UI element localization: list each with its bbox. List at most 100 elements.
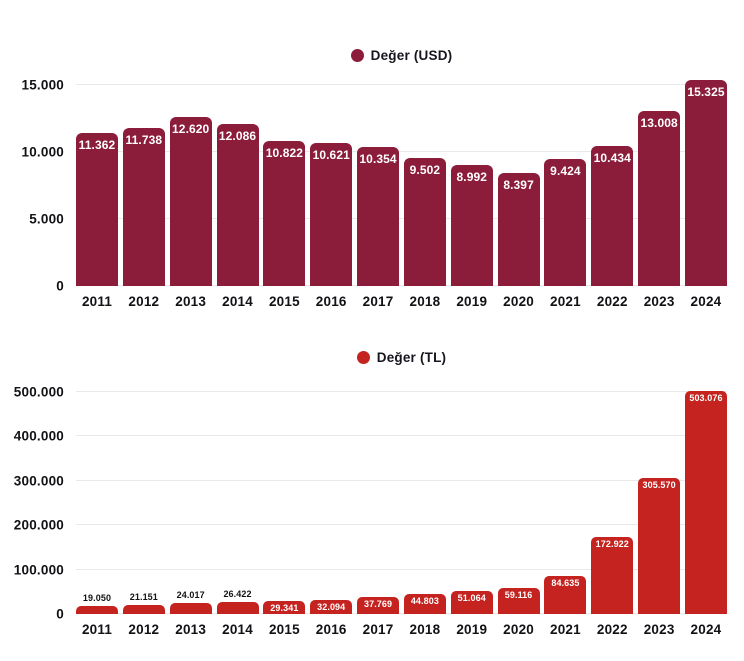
x-axis-year-label: 2014 bbox=[222, 622, 253, 637]
bar-value-label: 24.017 bbox=[176, 590, 205, 601]
x-axis-year-label: 2024 bbox=[690, 622, 722, 637]
bar-value-label: 10.822 bbox=[265, 145, 304, 160]
bar-2013: 12.620 bbox=[169, 116, 212, 286]
bar-value-label: 12.086 bbox=[218, 128, 257, 143]
x-axis-year-label: 2013 bbox=[175, 622, 207, 637]
x-axis-year-label: 2015 bbox=[268, 622, 300, 637]
bar-2022: 172.922 bbox=[591, 537, 634, 614]
bar-value-label: 84.635 bbox=[551, 578, 580, 589]
plot-area-tl: 19.050 21.151 24.017 26.422 29.341 32.094 37.7… bbox=[76, 380, 727, 614]
legend-tl: Değer (TL) bbox=[76, 348, 727, 366]
x-axis-year-label: 2014 bbox=[222, 294, 253, 309]
bar-value-label: 19.050 bbox=[82, 592, 112, 603]
gridline bbox=[76, 285, 727, 286]
gridline bbox=[76, 613, 727, 614]
y-axis-tick-label: 400.000 bbox=[13, 428, 64, 444]
bar-2012: 21.151 bbox=[122, 592, 165, 614]
bar-2016: 32.094 bbox=[310, 599, 353, 614]
bar-2019: 51.064 bbox=[450, 591, 493, 614]
x-axis-year-label: 2017 bbox=[362, 294, 394, 309]
bar-2013: 24.017 bbox=[169, 590, 212, 614]
y-axis-tick-label: 0 bbox=[56, 606, 64, 622]
bar-2011: 11.362 bbox=[76, 133, 118, 286]
y-axis-tick-label: 0 bbox=[56, 278, 64, 294]
x-axis-year-label: 2022 bbox=[596, 294, 628, 309]
y-axis-tick-label: 10.000 bbox=[21, 144, 64, 160]
x-axis-year-label: 2015 bbox=[268, 294, 300, 309]
x-axis-year-label: 2024 bbox=[690, 294, 722, 309]
x-axis-tl: 2011 2012 2013 2014 2015 2016 2017 2018 2019 2020… bbox=[76, 622, 727, 640]
bar-value-label: 9.502 bbox=[409, 163, 441, 178]
x-axis-year-label: 2020 bbox=[503, 622, 535, 637]
bar-2020: 8.397 bbox=[497, 173, 540, 286]
legend-label-tl: Değer (TL) bbox=[376, 349, 447, 365]
x-axis-year-label: 2016 bbox=[315, 294, 347, 309]
bar-value-label: 10.354 bbox=[359, 151, 397, 166]
bar-2017: 10.354 bbox=[357, 146, 400, 286]
bars: 19.050 21.151 24.017 26.422 29.341 32.094 37.7… bbox=[76, 380, 727, 614]
bar-value-label: 8.397 bbox=[503, 178, 534, 193]
bar-2021: 84.635 bbox=[544, 576, 587, 614]
legend-label-usd: Değer (USD) bbox=[370, 47, 453, 63]
bar-value-label: 13.008 bbox=[640, 116, 678, 131]
bar-value-label: 503.076 bbox=[689, 392, 723, 403]
plot-row-tl: 500.000 400.000 300.000 200.000 100.000 0 19.… bbox=[0, 380, 744, 622]
bar-value-label: 59.116 bbox=[504, 589, 533, 600]
bars: 11.362 11.738 12.620 12.086 10.822 10.621 10.3… bbox=[76, 78, 727, 286]
bar-value-label: 51.064 bbox=[457, 593, 486, 604]
bar-value-label: 21.151 bbox=[129, 591, 158, 602]
gridline bbox=[76, 479, 727, 481]
bar-value-label: 29.341 bbox=[270, 603, 299, 613]
bar-2014: 12.086 bbox=[216, 123, 259, 286]
x-axis-year-label: 2019 bbox=[456, 294, 488, 309]
y-axis-tick-label: 100.000 bbox=[13, 562, 64, 578]
y-axis-tl: 500.000 400.000 300.000 200.000 100.000 0 bbox=[0, 380, 64, 622]
x-axis-year-label: 2012 bbox=[128, 294, 160, 309]
x-axis-year-label: 2013 bbox=[175, 294, 207, 309]
x-axis-year-label: 2012 bbox=[128, 622, 160, 637]
x-axis-year-label: 2011 bbox=[81, 622, 113, 637]
legend-dot-usd-icon bbox=[350, 48, 364, 62]
bar-value-label: 9.424 bbox=[550, 164, 581, 179]
plot-area-usd: 11.362 11.738 12.620 12.086 10.822 10.621 10.3… bbox=[76, 78, 727, 286]
y-axis-tick-label: 500.000 bbox=[13, 384, 64, 400]
bar-value-label: 15.325 bbox=[687, 85, 725, 100]
y-axis-tick-label: 5.000 bbox=[29, 211, 64, 227]
bar-2018: 9.502 bbox=[403, 158, 446, 286]
gridline bbox=[76, 83, 727, 85]
bar-2015: 10.822 bbox=[263, 140, 306, 286]
x-axis-year-label: 2011 bbox=[81, 294, 113, 309]
x-axis-year-label: 2023 bbox=[643, 622, 675, 637]
bar-2015: 29.341 bbox=[263, 601, 306, 614]
bar-2023: 13.008 bbox=[638, 111, 681, 286]
y-axis-tick-label: 300.000 bbox=[13, 473, 64, 489]
bar-2018: 44.803 bbox=[403, 594, 446, 614]
x-axis-year-label: 2019 bbox=[456, 622, 488, 637]
bar-2017: 37.769 bbox=[357, 597, 400, 614]
bar-2014: 26.422 bbox=[216, 589, 259, 614]
bar-value-label: 26.422 bbox=[223, 589, 252, 600]
x-axis-year-label: 2018 bbox=[409, 622, 441, 637]
chart-usd: Değer (USD) 15.000 10.000 5.000 0 11.362 11.… bbox=[0, 0, 744, 312]
bar-value-label: 37.769 bbox=[363, 599, 393, 610]
bar-2024: 15.325 bbox=[684, 80, 727, 286]
legend-usd: Değer (USD) bbox=[76, 46, 727, 64]
gridline bbox=[76, 391, 727, 392]
gridline bbox=[76, 217, 727, 219]
bar-value-label: 10.434 bbox=[593, 150, 631, 165]
y-axis-usd: 15.000 10.000 5.000 0 bbox=[0, 77, 64, 294]
bar-2019: 8.992 bbox=[450, 165, 493, 286]
bar-value-label: 10.621 bbox=[312, 148, 350, 163]
x-axis-year-label: 2021 bbox=[550, 622, 581, 637]
y-axis-tick-label: 200.000 bbox=[13, 517, 64, 533]
bar-2022: 10.434 bbox=[591, 145, 634, 286]
x-axis-year-label: 2020 bbox=[503, 294, 535, 309]
x-axis-usd: 2011 2012 2013 2014 2015 2016 2017 2018 2019 2020… bbox=[76, 294, 727, 312]
legend-dot-tl-icon bbox=[356, 350, 370, 364]
bar-value-label: 32.094 bbox=[317, 601, 346, 612]
bar-2021: 9.424 bbox=[544, 159, 587, 286]
gridline bbox=[76, 150, 727, 152]
bar-value-label: 172.922 bbox=[595, 539, 629, 550]
gridline bbox=[76, 435, 727, 437]
bar-2020: 59.116 bbox=[497, 587, 540, 614]
